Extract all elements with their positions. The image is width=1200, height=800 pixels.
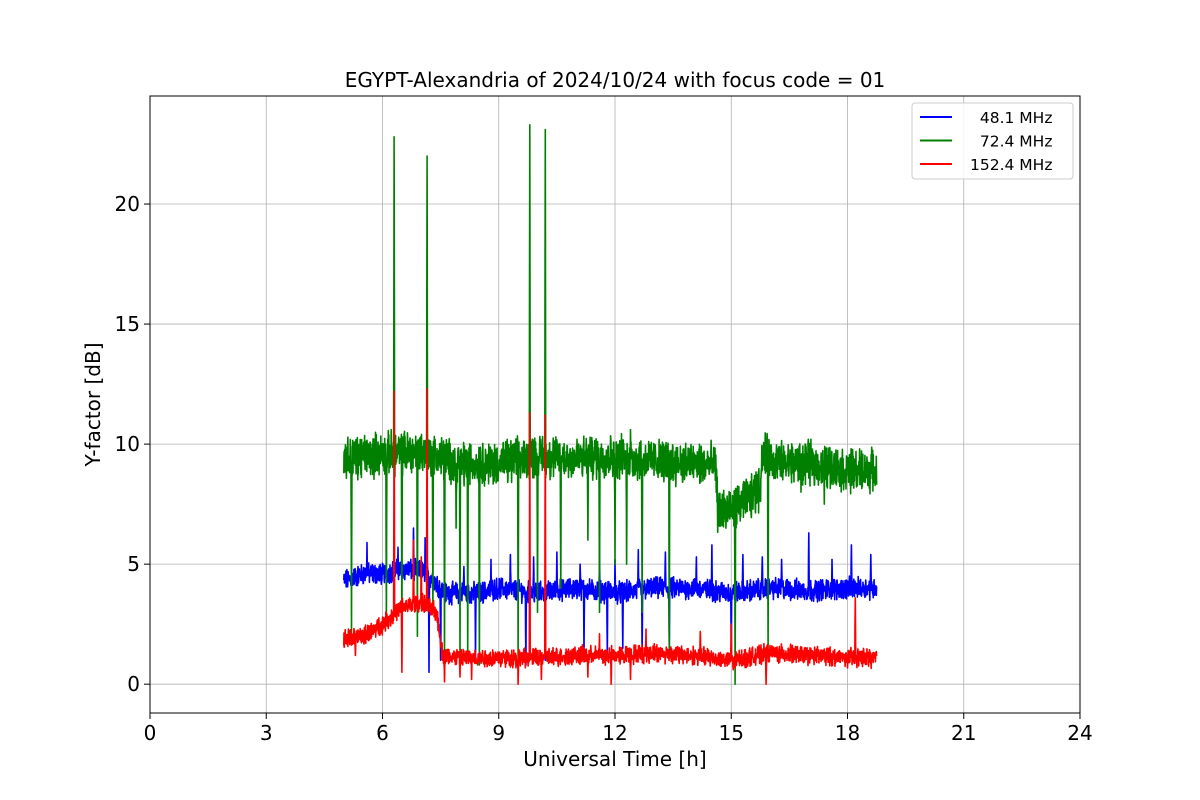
legend-box: [911, 102, 1074, 180]
x-tick-label: 3: [260, 721, 273, 745]
grid: [150, 96, 1080, 713]
y-tick-label: 5: [127, 552, 140, 576]
x-tick-label: 9: [492, 721, 505, 745]
y-tick-label: 15: [115, 312, 140, 336]
legend-label-48-1-mhz: 48.1 MHz: [970, 109, 1052, 127]
x-tick-label: 0: [144, 721, 157, 745]
x-axis-label: Universal Time [h]: [523, 747, 706, 771]
y-axis-label: Y-factor [dB]: [81, 342, 105, 467]
legend-label-152-4-mhz: 152.4 MHz: [970, 156, 1052, 174]
axis-ticks: 0 3 6 9 12 15 18 21 24 0 5 10 15 20: [115, 192, 1093, 745]
chart-title: EGYPT-Alexandria of 2024/10/24 with focu…: [345, 68, 886, 92]
series-line-152-4-mhz: [343, 388, 878, 685]
x-tick-label: 6: [376, 721, 389, 745]
x-tick-label: 12: [602, 721, 627, 745]
legend: 48.1 MHz 72.4 MHz 152.4 MHz: [911, 102, 1074, 180]
y-tick-label: 10: [115, 432, 140, 456]
x-tick-label: 24: [1067, 721, 1092, 745]
x-tick-label: 21: [951, 721, 976, 745]
x-tick-label: 15: [719, 721, 744, 745]
series-line-72-4-mhz: [343, 124, 878, 685]
y-tick-label: 0: [127, 672, 140, 696]
legend-label-72-4-mhz: 72.4 MHz: [970, 133, 1052, 151]
x-tick-label: 18: [835, 721, 860, 745]
plot-area: [343, 124, 878, 685]
y-tick-label: 20: [115, 192, 140, 216]
